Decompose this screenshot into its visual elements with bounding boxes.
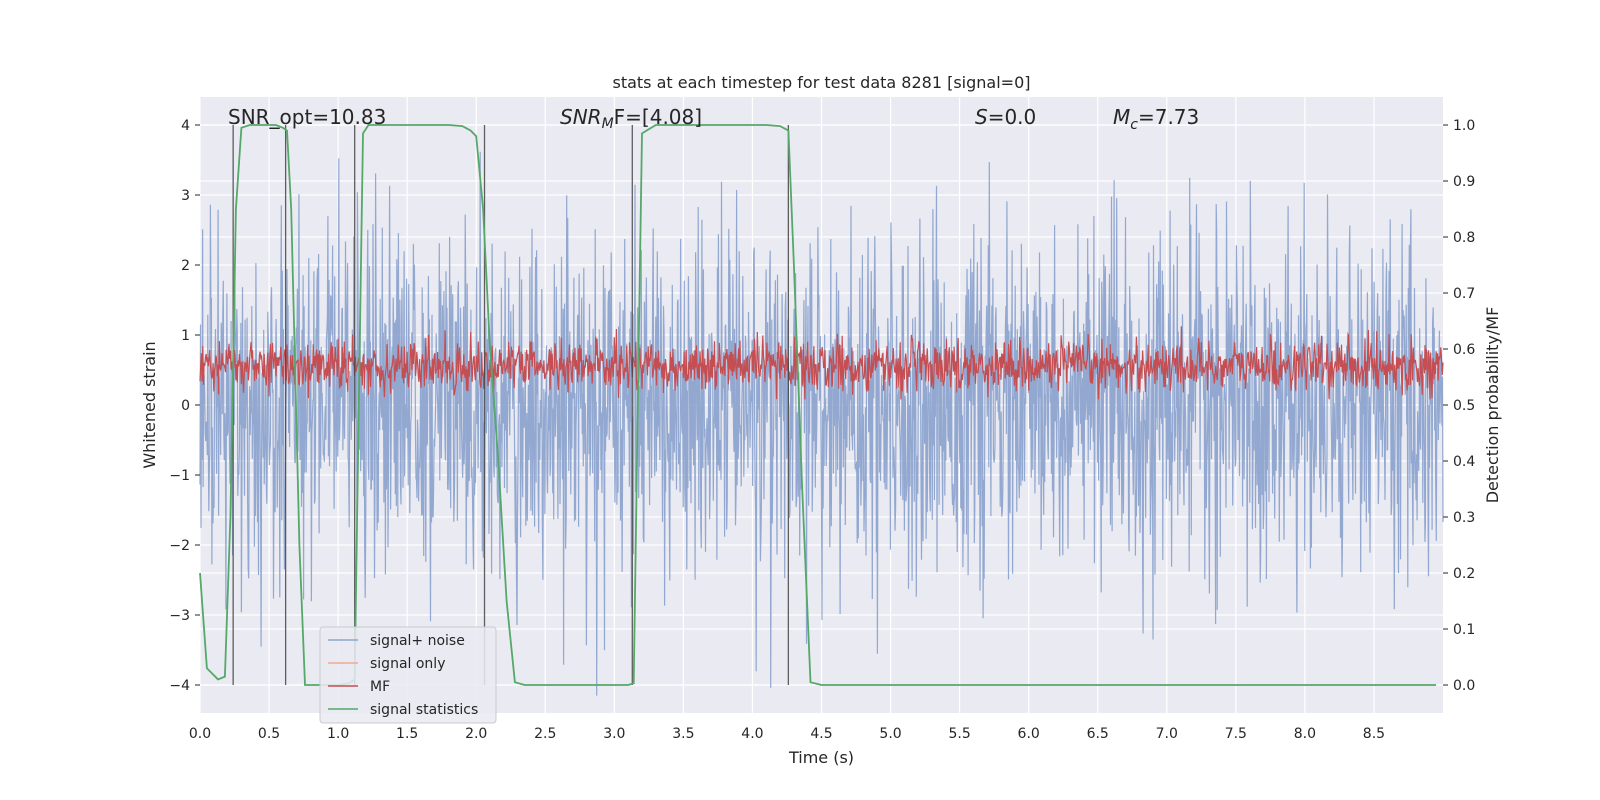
legend: signal+ noise signal only MF signal stat… [319,626,497,724]
y2-tick-label: 0.8 [1453,230,1475,246]
y-tick-label: 3 [181,188,190,204]
y-tick-label: −4 [169,678,190,694]
x-tick-label: 5.0 [879,726,901,742]
x-tick-label: 0.0 [189,726,211,742]
annotation-s: S=0.0 [975,105,1036,129]
y2-tick-label: 0.3 [1453,510,1475,526]
y-tick-label: −3 [169,608,190,624]
x-tick-label: 2.5 [534,726,556,742]
y-axis-label: Whitened strain [140,341,159,468]
y2-tick-label: 0.9 [1453,174,1475,190]
y2-axis-label: Detection probability/MF [1483,307,1502,504]
legend-label-signal-noise: signal+ noise [370,633,465,649]
y-tick-label: 1 [181,328,190,344]
x-tick-label: 8.5 [1363,726,1385,742]
legend-label-signal-only: signal only [370,656,445,672]
x-axis-label: Time (s) [788,748,854,767]
signal-statistics-series [199,124,1437,686]
y2-tick-label: 0.7 [1453,286,1475,302]
x-tick-label: 8.0 [1294,726,1316,742]
y-tick-label: −2 [169,538,190,554]
x-tick-label: 4.0 [741,726,763,742]
signal-statistics-line [199,124,1437,686]
x-tick-label: 4.5 [810,726,832,742]
chart-title: stats at each timestep for test data 828… [612,73,1030,92]
y-tick-label: 0 [181,398,190,414]
x-tick-label: 2.0 [465,726,487,742]
x-tick-label: 0.5 [258,726,280,742]
x-tick-label: 3.5 [672,726,694,742]
x-tick-label: 1.5 [396,726,418,742]
x-tick-label: 7.5 [1225,726,1247,742]
y2-tick-label: 0.1 [1453,622,1475,638]
legend-label-mf: MF [370,679,390,695]
y-tick-label: −1 [169,468,190,484]
legend-box [319,626,497,724]
annotation-snr-opt: SNR_opt=10.83 [228,105,386,129]
x-tick-label: 5.5 [948,726,970,742]
x-tick-label: 7.0 [1156,726,1178,742]
vertical-markers [232,125,790,685]
x-tick-label: 6.0 [1018,726,1040,742]
annotation-snr-mf: SNRMF=[4.08] [560,105,702,132]
y2-tick-label: 0.0 [1453,678,1475,694]
y2-tick-label: 0.4 [1453,454,1475,470]
y2-tick-label: 1.0 [1453,118,1475,134]
legend-label-signal-statistics: signal statistics [370,702,478,718]
annotation-mc: Mc=7.73 [1113,105,1199,133]
tick-labels: 0.0 0.5 1.0 1.5 2.0 2.5 3.0 3.5 4.0 4.5 5.0 5.5 6.0 6… [169,118,1475,742]
x-tick-label: 1.0 [327,726,349,742]
y2-tick-label: 0.6 [1453,342,1475,358]
y-tick-label: 4 [181,118,190,134]
x-tick-label: 6.5 [1087,726,1109,742]
y2-tick-label: 0.2 [1453,566,1475,582]
signal-noise-line [199,151,1444,696]
signal-noise-series [199,151,1444,696]
y-tick-label: 2 [181,258,190,274]
y2-tick-label: 0.5 [1453,398,1475,414]
mf-series [199,326,1444,400]
x-tick-label: 3.0 [603,726,625,742]
mf-line [199,326,1444,400]
